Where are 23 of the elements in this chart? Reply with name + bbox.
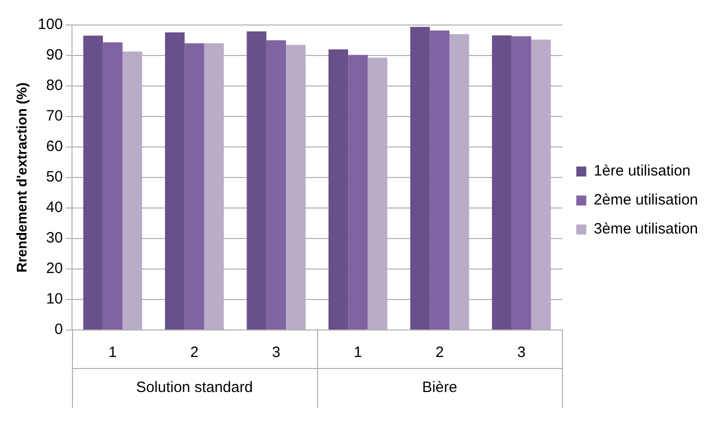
y-tick-label: 40 bbox=[46, 199, 63, 216]
y-tick-label: 80 bbox=[46, 77, 63, 94]
legend-label: 3ème utilisation bbox=[594, 220, 698, 238]
y-tick-label: 90 bbox=[46, 46, 63, 64]
y-tick-label: 30 bbox=[46, 230, 63, 247]
y-axis-title: Rrendement d'extraction (%) bbox=[13, 82, 30, 273]
y-tick-label: 70 bbox=[46, 108, 63, 125]
y-tick-label: 10 bbox=[46, 290, 63, 308]
x-tick-label: 1 bbox=[108, 344, 117, 362]
x-tick-label: 2 bbox=[190, 344, 199, 362]
y-tick-label: 60 bbox=[46, 138, 63, 156]
text: Solution standard bbox=[136, 379, 253, 396]
legend-label: 2ème utilisation bbox=[594, 192, 698, 209]
x-tick-label: 3 bbox=[272, 344, 280, 362]
text: Bière bbox=[422, 379, 458, 396]
x-tick-label: 1 bbox=[354, 344, 362, 362]
legend-label: 1ère utilisation bbox=[594, 162, 691, 180]
x-tick-label: 2 bbox=[435, 344, 444, 362]
y-tick-label: 20 bbox=[46, 260, 63, 278]
y-tick-label: 0 bbox=[54, 321, 63, 338]
y-tick-label: 100 bbox=[38, 16, 63, 34]
x-tick-label: 3 bbox=[517, 344, 526, 362]
y-tick-label: 50 bbox=[46, 168, 63, 186]
